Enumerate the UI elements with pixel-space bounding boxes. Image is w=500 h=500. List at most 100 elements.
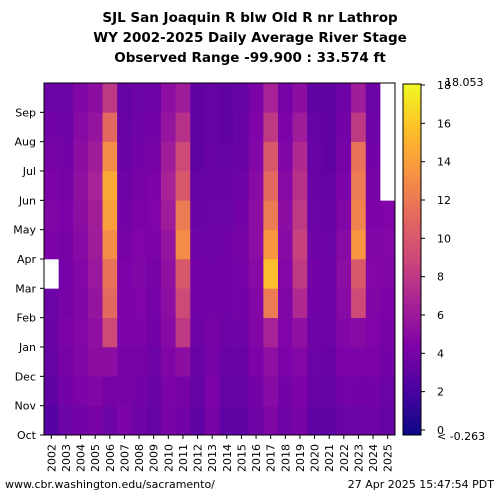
heatmap-cell-2020-Dec bbox=[307, 347, 323, 377]
heatmap-cell-2008-Mar bbox=[131, 259, 147, 289]
heatmap-cell-2014-Feb bbox=[219, 288, 235, 318]
heatmap-cell-2010-Jan bbox=[161, 317, 176, 348]
heatmap-cell-2011-Oct bbox=[175, 405, 191, 436]
heatmap-cell-2018-Nov bbox=[278, 376, 293, 406]
heatmap-cell-2010-Jul bbox=[161, 141, 176, 172]
heatmap-cell-2020-Oct bbox=[307, 405, 323, 436]
heatmap-cell-2014-Sep bbox=[219, 83, 235, 113]
heatmap-cell-2016-Jun bbox=[248, 171, 264, 201]
heatmap-cell-2019-Aug bbox=[292, 112, 308, 142]
heatmap-cell-2025-Apr bbox=[380, 229, 396, 260]
heatmap-cell-2022-Oct bbox=[336, 405, 352, 436]
heatmap-cell-2020-Jan bbox=[307, 317, 323, 348]
heatmap-cell-2013-Oct bbox=[204, 405, 220, 436]
heatmap-cell-2014-Jan bbox=[219, 317, 235, 348]
heatmap-cell-2006-Feb bbox=[102, 288, 118, 318]
heatmap-cell-2003-Nov bbox=[58, 376, 74, 406]
heatmap-cell-2025-Dec bbox=[380, 347, 396, 377]
heatmap-cell-2009-Sep bbox=[146, 83, 162, 113]
heatmap-cell-2015-Jan bbox=[234, 317, 250, 348]
heatmap-cell-2011-Jul bbox=[175, 141, 191, 172]
heatmap-cell-2017-Oct bbox=[263, 405, 279, 436]
heatmap-cell-2016-Nov bbox=[248, 376, 264, 406]
colorbar-tick-label-6: 6 bbox=[437, 309, 444, 322]
heatmap-cell-2003-Jun bbox=[58, 171, 74, 201]
chart-title: SJL San Joaquin R blw Old R nr Lathrop bbox=[102, 10, 398, 26]
heatmap-cell-2020-Feb bbox=[307, 288, 323, 318]
heatmap-cell-2006-Aug bbox=[102, 112, 118, 142]
heatmap-cell-2007-Aug bbox=[117, 112, 133, 142]
heatmap-cell-2011-May bbox=[175, 200, 191, 230]
heatmap-cell-2019-Jul bbox=[292, 141, 308, 172]
heatmap-cell-2013-Mar bbox=[204, 259, 220, 289]
heatmap-cell-2021-Jul bbox=[321, 141, 337, 172]
heatmap-cell-2018-Jan bbox=[278, 317, 293, 348]
heatmap-cell-2013-May bbox=[204, 200, 220, 230]
heatmap-cell-2004-Sep bbox=[73, 83, 89, 113]
heatmap-cell-2023-Sep bbox=[351, 83, 367, 113]
y-tick-label-Apr: Apr bbox=[17, 253, 37, 266]
x-tick-label-2007: 2007 bbox=[118, 444, 131, 472]
heatmap-cell-2021-Jun bbox=[321, 171, 337, 201]
heatmap-cell-2025-May bbox=[380, 200, 396, 230]
heatmap-cell-2012-Aug bbox=[190, 112, 206, 142]
heatmap-cell-2012-Jun bbox=[190, 171, 206, 201]
heatmap-cell-2017-Feb bbox=[263, 288, 279, 318]
x-tick-label-2019: 2019 bbox=[294, 444, 307, 472]
heatmap-cell-2009-Mar bbox=[146, 259, 162, 289]
heatmap-cell-2014-Apr bbox=[219, 229, 235, 260]
heatmap-cell-2022-Jun bbox=[336, 171, 352, 201]
heatmap-cell-2021-Dec bbox=[321, 347, 337, 377]
heatmap-cell-2002-Jun bbox=[44, 171, 59, 201]
heatmap-cell-2008-May bbox=[131, 200, 147, 230]
y-tick-label-Jul: Jul bbox=[22, 165, 36, 178]
heatmap-cell-2003-Feb bbox=[58, 288, 74, 318]
heatmap-cell-2004-Apr bbox=[73, 229, 89, 260]
heatmap-cell-2007-Oct bbox=[117, 405, 133, 436]
heatmap-cell-2011-Mar bbox=[175, 259, 191, 289]
heatmap-cell-2002-Oct bbox=[44, 405, 59, 436]
heatmap-cell-2006-Jan bbox=[102, 317, 118, 348]
x-tick-label-2023: 2023 bbox=[352, 444, 365, 472]
heatmap-cell-2023-Nov bbox=[351, 376, 367, 406]
heatmap-cell-2021-Mar bbox=[321, 259, 337, 289]
heatmap-cell-2015-Dec bbox=[234, 347, 250, 377]
x-tick-label-2003: 2003 bbox=[60, 444, 73, 472]
heatmap-cell-2022-Sep bbox=[336, 83, 352, 113]
heatmap-cell-2020-Sep bbox=[307, 83, 323, 113]
heatmap-cell-2016-Dec bbox=[248, 347, 264, 377]
heatmap-cell-2017-Aug bbox=[263, 112, 279, 142]
heatmap-cell-2004-Aug bbox=[73, 112, 89, 142]
heatmap-cell-2012-Oct bbox=[190, 405, 206, 436]
heatmap-cell-2015-Jul bbox=[234, 141, 250, 172]
heatmap-cell-2025-Oct bbox=[380, 405, 396, 436]
heatmap-cell-2012-Feb bbox=[190, 288, 206, 318]
y-axis: Oct Nov Dec Jan Feb Mar Apr May Jun Jul Aug Sep bbox=[13, 106, 44, 442]
heatmap-cell-2011-Apr bbox=[175, 229, 191, 260]
heatmap-cell-2005-Feb bbox=[87, 288, 103, 318]
heatmap-cell-2002-Feb bbox=[44, 288, 59, 318]
heatmap-cell-2005-Aug bbox=[87, 112, 103, 142]
heatmap-cell-2003-Aug bbox=[58, 112, 74, 142]
y-tick-label-Oct: Oct bbox=[17, 429, 37, 442]
heatmap-cell-2011-Jan bbox=[175, 317, 191, 348]
heatmap-cell-2006-Sep bbox=[102, 83, 118, 113]
x-axis: 2002 2003 2004 2005 2006 2007 2008 2009 2010 2011… bbox=[45, 435, 395, 472]
heatmap-cell-2014-May bbox=[219, 200, 235, 230]
heatmap-cell-2013-Jun bbox=[204, 171, 220, 201]
heatmap-cell-2015-Feb bbox=[234, 288, 250, 318]
heatmap-cell-2005-Dec bbox=[87, 347, 103, 377]
heatmap-cell-2007-Feb bbox=[117, 288, 133, 318]
heatmap-cell-2008-Dec bbox=[131, 347, 147, 377]
heatmap-cell-2012-May bbox=[190, 200, 206, 230]
heatmap-cell-2017-Jan bbox=[263, 317, 279, 348]
heatmap-cell-2017-Sep bbox=[263, 83, 279, 113]
heatmap-cell-2009-May bbox=[146, 200, 162, 230]
heatmap-cell-2018-Sep bbox=[278, 83, 293, 113]
colorbar-tick-label-0: 0 bbox=[437, 424, 444, 437]
heatmap-cell-2015-Aug bbox=[234, 112, 250, 142]
heatmap-cell-2008-Sep bbox=[131, 83, 147, 113]
heatmap-cell-2011-Sep bbox=[175, 83, 191, 113]
heatmap-cell-2017-Apr bbox=[263, 229, 279, 260]
heatmap-cell-2011-Jun bbox=[175, 171, 191, 201]
